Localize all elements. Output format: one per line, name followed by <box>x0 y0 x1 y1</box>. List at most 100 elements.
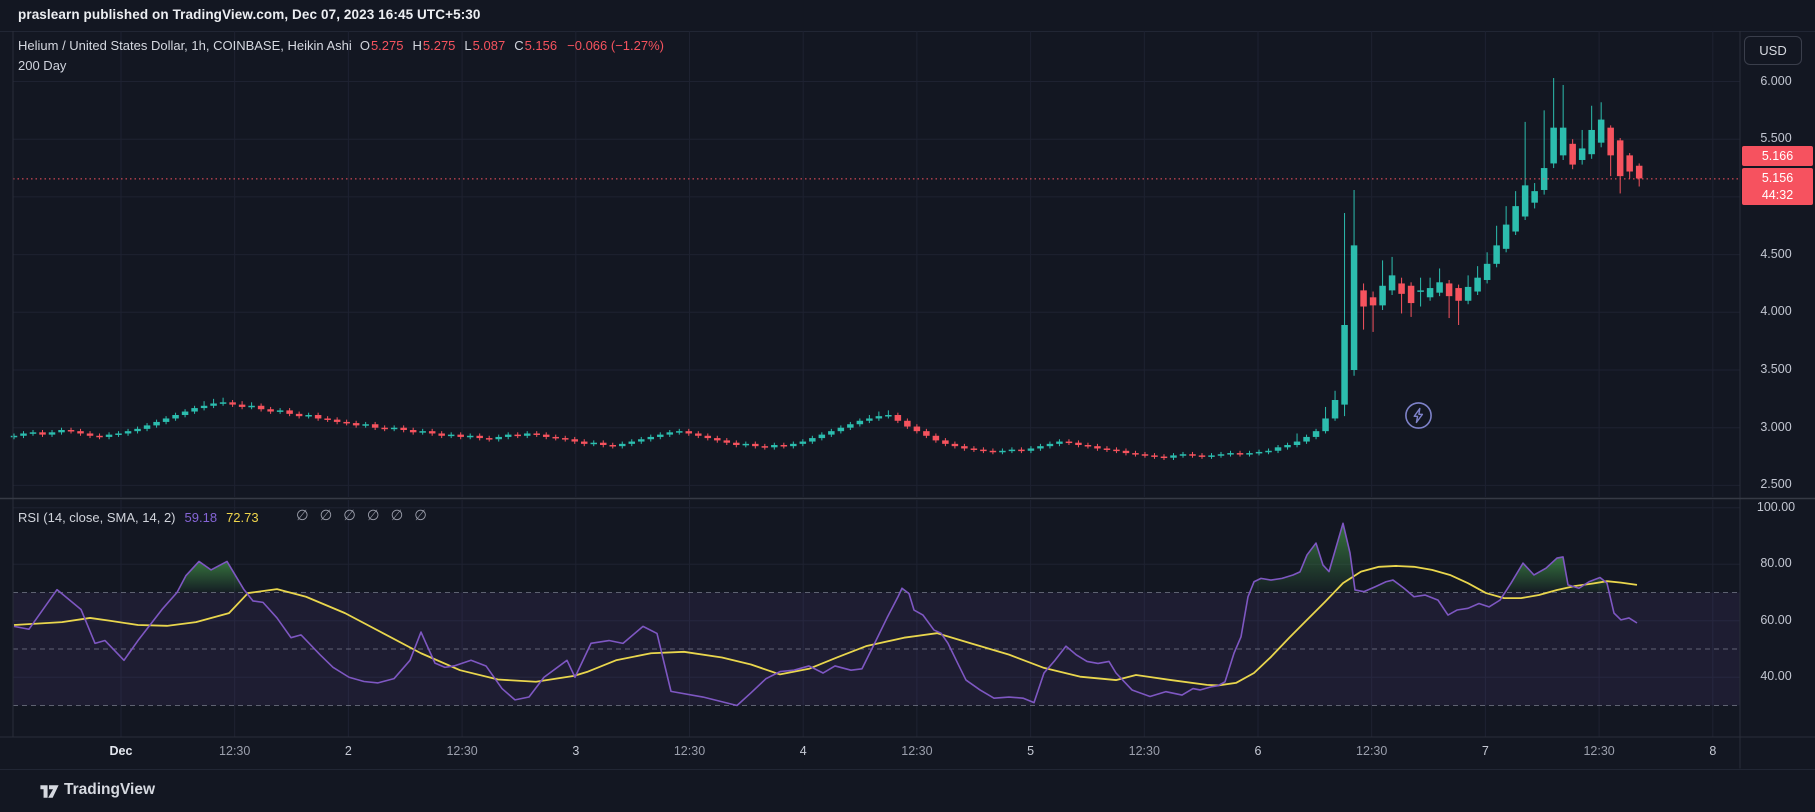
bar-countdown-timer: 44:32 <box>1761 187 1794 202</box>
ohlc-item: H 5.275 <box>412 38 455 53</box>
rsi-tick-label: 60.00 <box>1760 612 1792 627</box>
rsi-sma-line <box>13 565 1638 687</box>
candle-body <box>942 440 949 444</box>
time-tick-label: 8 <box>1709 744 1717 758</box>
candle-body <box>1607 127 1614 156</box>
candle-body <box>561 438 569 440</box>
candle-body <box>428 431 436 434</box>
candle-body <box>894 415 902 421</box>
candle-body <box>666 432 674 435</box>
empty-value-icon: ∅ <box>414 508 427 524</box>
candle-body <box>457 434 464 437</box>
candle-body <box>1521 185 1529 217</box>
candle-body <box>409 430 417 433</box>
candle-body <box>533 433 540 435</box>
current-price-badge: 5.156 44:32 <box>1742 168 1813 205</box>
candle-body <box>362 424 369 426</box>
quick-trade-lightning-button[interactable] <box>1404 401 1433 430</box>
secondary-price-badge: 5.166 <box>1742 146 1813 166</box>
secondary-price-value: 5.166 <box>1761 149 1794 163</box>
candle-body <box>847 424 854 428</box>
candle-body <box>875 416 883 419</box>
ohlc-item: C 5.156 <box>514 38 557 53</box>
candle-body <box>219 402 227 404</box>
candle-body <box>1597 119 1605 143</box>
time-tick-label: 12:30 <box>673 744 706 758</box>
candle-body <box>1531 191 1538 203</box>
candle-body <box>1008 449 1016 452</box>
rsi-legend-title[interactable]: RSI (14, close, SMA, 14, 2) <box>18 510 176 525</box>
candle-body <box>390 427 398 430</box>
candle-body <box>466 435 474 438</box>
lightning-circle <box>1405 402 1432 429</box>
rsi-pane-canvas[interactable] <box>13 500 1740 737</box>
candle-body <box>1103 448 1111 450</box>
candle-body <box>619 443 626 447</box>
candle-body <box>248 405 255 408</box>
candle-body <box>1198 455 1206 457</box>
rsi-overbought-fill <box>1504 556 1610 593</box>
candle-body <box>523 433 531 436</box>
candle-body <box>191 408 198 412</box>
tradingview-logo-icon[interactable] <box>38 780 61 803</box>
candle-body <box>1236 453 1244 455</box>
rsi-tick-label: 100.00 <box>1756 499 1796 514</box>
candle-body <box>761 446 769 448</box>
time-tick-label: 2 <box>344 744 352 758</box>
ohlc-value: 5.275 <box>422 38 456 53</box>
candle-body <box>86 433 94 436</box>
tradingview-brand-text[interactable]: TradingView <box>64 781 156 798</box>
candle-body <box>276 410 284 412</box>
candle-body <box>951 443 959 447</box>
time-tick-label: 12:30 <box>219 744 251 758</box>
range-label: 200 Day <box>18 58 67 73</box>
price-tick-label: 6.000 <box>1760 73 1792 88</box>
candle-body <box>590 442 597 445</box>
candle-body <box>1303 436 1310 442</box>
candle-body <box>172 415 179 419</box>
candle-body <box>780 445 788 447</box>
candle-body <box>476 435 483 439</box>
candle-body <box>1398 283 1405 294</box>
pane-separator-handle[interactable] <box>0 496 1740 501</box>
candle-body <box>1018 449 1025 452</box>
price-tick-label: 2.500 <box>1760 477 1792 492</box>
candle-body <box>1141 454 1149 456</box>
candle-body <box>29 432 37 434</box>
lightning-bolt-icon <box>1413 407 1424 424</box>
candle-body <box>210 403 217 406</box>
rsi-band <box>13 592 1740 706</box>
candle-body <box>1037 446 1044 449</box>
empty-value-icon: ∅ <box>296 508 309 524</box>
change-value: −0.066 (−1.27%) <box>567 38 664 53</box>
candle-body <box>799 441 807 444</box>
candle-body <box>324 418 331 420</box>
candle-body <box>790 443 797 447</box>
candle-body <box>1483 263 1491 280</box>
candle-body <box>542 434 550 437</box>
candle-body <box>723 440 731 443</box>
candle-body <box>552 436 559 439</box>
symbol-title[interactable]: Helium / United States Dollar, 1h, COINB… <box>18 38 352 53</box>
time-tick-label: 12:30 <box>1128 744 1160 758</box>
price-tick-label: 3.000 <box>1760 419 1792 434</box>
candle-body <box>485 438 493 440</box>
candle-body <box>343 421 350 424</box>
candle-body <box>419 431 426 433</box>
rsi-tick-label: 40.00 <box>1760 669 1792 684</box>
candle-body <box>1312 431 1320 437</box>
candle-body <box>571 439 578 442</box>
price-pane-canvas[interactable] <box>13 31 1740 497</box>
candle-body <box>733 442 740 446</box>
rsi-null-values: ∅ ∅ ∅ ∅ ∅ ∅ <box>296 508 427 524</box>
candle-body <box>238 404 246 407</box>
time-axis[interactable] <box>0 737 1740 768</box>
candle-body <box>866 418 873 421</box>
candle-body <box>599 442 607 446</box>
empty-value-icon: ∅ <box>343 508 356 524</box>
candle-body <box>809 438 816 442</box>
currency-toggle-button[interactable]: USD <box>1744 36 1802 65</box>
ohlc-value: 5.087 <box>472 38 506 53</box>
candle-body <box>1436 282 1443 293</box>
